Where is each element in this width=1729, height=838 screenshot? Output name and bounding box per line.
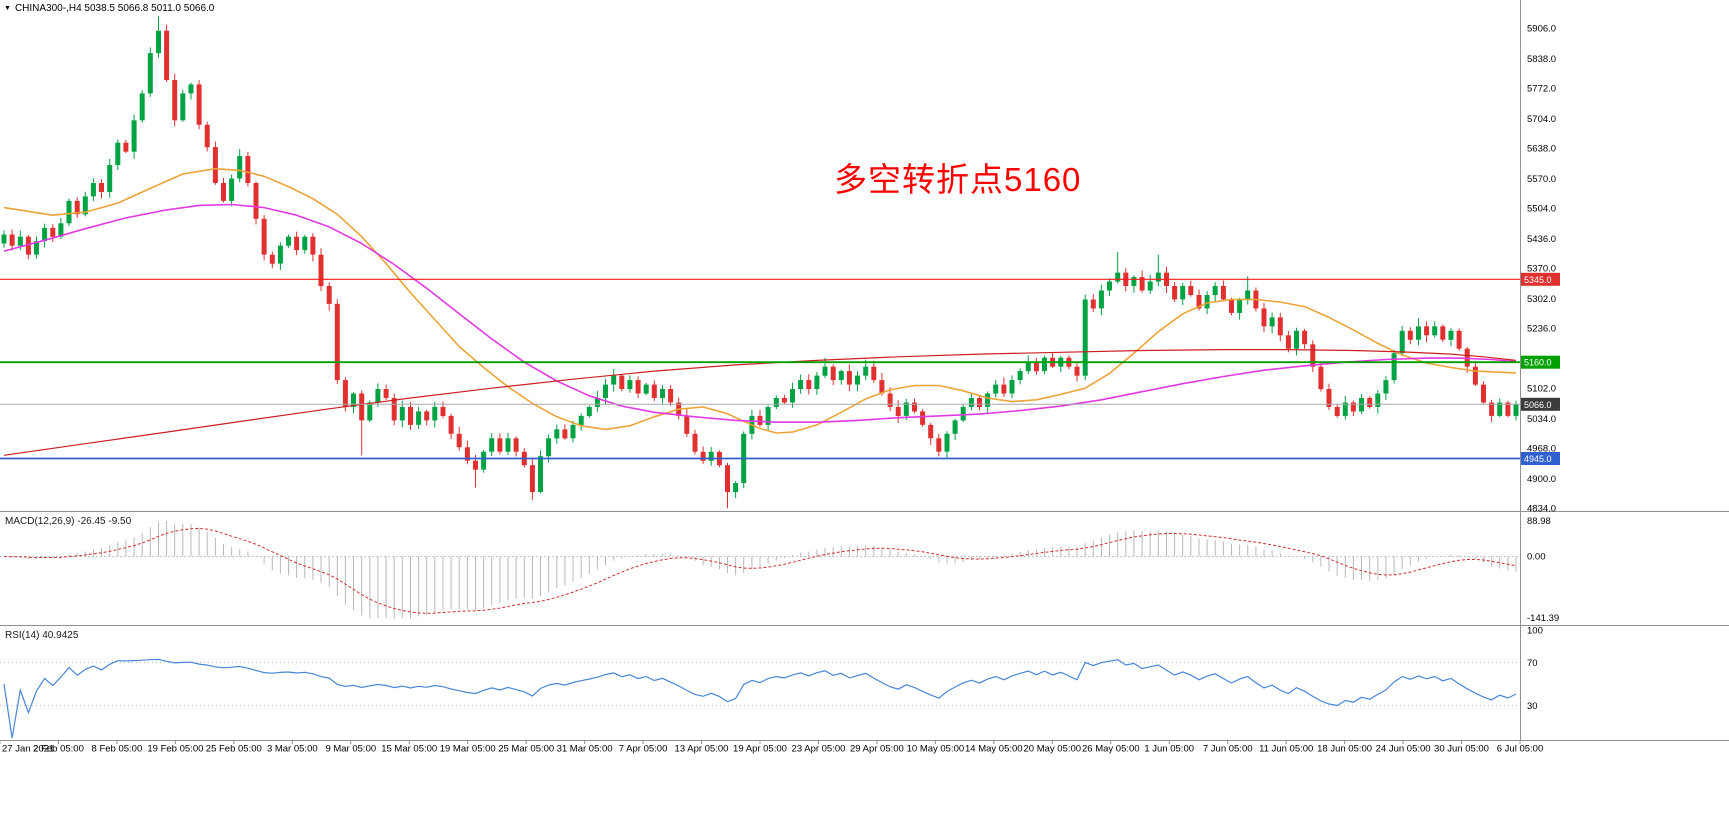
svg-text:11 Jun 05:00: 11 Jun 05:00	[1259, 744, 1313, 755]
panel-separators	[0, 0, 1729, 741]
svg-text:9 Mar 05:00: 9 Mar 05:00	[325, 744, 376, 755]
svg-text:5772.0: 5772.0	[1527, 84, 1556, 95]
svg-text:20 May 05:00: 20 May 05:00	[1024, 744, 1082, 755]
svg-text:19 Mar 05:00: 19 Mar 05:00	[440, 744, 496, 755]
svg-text:5704.0: 5704.0	[1527, 114, 1556, 125]
candles-layer	[1, 16, 1519, 509]
svg-text:30: 30	[1527, 701, 1538, 712]
svg-text:5570.0: 5570.0	[1527, 174, 1556, 185]
chart-annotation-text[interactable]: 多空转折点5160	[834, 161, 1082, 198]
svg-text:7 Jun 05:00: 7 Jun 05:00	[1203, 744, 1253, 755]
svg-text:5838.0: 5838.0	[1527, 54, 1556, 65]
price-axis: 5906.0 5838.0 5772.0 5704.0 5638.0 5570.0 5504…	[1521, 24, 1560, 515]
svg-text:26 May 05:00: 26 May 05:00	[1082, 744, 1140, 755]
rsi-panel: 100 70 30	[0, 626, 1543, 739]
symbol-header: ▼ CHINA300-,H4 5038.5 5066.8 5011.0 5066…	[4, 3, 214, 14]
svg-text:27 Jan 2021: 27 Jan 2021	[2, 744, 54, 755]
svg-text:25 Mar 05:00: 25 Mar 05:00	[498, 744, 554, 755]
svg-text:30 Jun 05:00: 30 Jun 05:00	[1434, 744, 1489, 755]
svg-text:5906.0: 5906.0	[1527, 24, 1556, 35]
svg-text:5302.0: 5302.0	[1527, 294, 1556, 305]
svg-text:5236.0: 5236.0	[1527, 324, 1556, 335]
svg-text:5504.0: 5504.0	[1527, 204, 1556, 215]
svg-text:88.98: 88.98	[1527, 516, 1551, 527]
svg-text:5160.0: 5160.0	[1524, 358, 1552, 368]
svg-text:10 May 05:00: 10 May 05:00	[907, 744, 965, 755]
svg-text:4834.0: 4834.0	[1527, 504, 1556, 515]
svg-text:6 Jul 05:00: 6 Jul 05:00	[1497, 744, 1543, 755]
symbol-ohlc-line: CHINA300-,H4 5038.5 5066.8 5011.0 5066.0	[14, 3, 215, 14]
svg-text:1 Jun 05:00: 1 Jun 05:00	[1144, 744, 1194, 755]
svg-text:23 Apr 05:00: 23 Apr 05:00	[792, 744, 846, 755]
svg-text:13 Apr 05:00: 13 Apr 05:00	[675, 744, 729, 755]
svg-text:100: 100	[1527, 626, 1543, 637]
svg-text:15 Mar 05:00: 15 Mar 05:00	[381, 744, 437, 755]
svg-text:19 Apr 05:00: 19 Apr 05:00	[733, 744, 787, 755]
svg-text:29 Apr 05:00: 29 Apr 05:00	[850, 744, 904, 755]
macd-panel: 88.98 0.00 -141.39	[0, 516, 1559, 624]
svg-text:5638.0: 5638.0	[1527, 144, 1556, 155]
svg-text:70: 70	[1527, 658, 1538, 669]
svg-text:5102.0: 5102.0	[1527, 384, 1556, 395]
svg-text:5034.0: 5034.0	[1527, 414, 1556, 425]
rsi-indicator-label: RSI(14) 40.9425	[5, 630, 79, 641]
svg-text:25 Feb 05:00: 25 Feb 05:00	[206, 744, 262, 755]
svg-text:31 Mar 05:00: 31 Mar 05:00	[557, 744, 613, 755]
ma-mid-magenta	[3, 203, 1517, 424]
svg-text:3 Mar 05:00: 3 Mar 05:00	[267, 744, 318, 755]
svg-text:5370.0: 5370.0	[1527, 264, 1556, 275]
svg-text:-141.39: -141.39	[1527, 613, 1559, 624]
svg-text:5066.0: 5066.0	[1524, 400, 1552, 410]
svg-text:7 Apr 05:00: 7 Apr 05:00	[619, 744, 668, 755]
svg-text:0.00: 0.00	[1527, 552, 1546, 563]
ma-slow-red	[3, 349, 1517, 456]
svg-text:19 Feb 05:00: 19 Feb 05:00	[147, 744, 203, 755]
symbol-dropdown-icon[interactable]: ▼	[4, 4, 11, 12]
svg-text:14 May 05:00: 14 May 05:00	[965, 744, 1023, 755]
svg-text:5345.0: 5345.0	[1524, 275, 1552, 285]
svg-text:8 Feb 05:00: 8 Feb 05:00	[92, 744, 143, 755]
macd-indicator-label: MACD(12,26,9) -26.45 -9.50	[5, 516, 132, 527]
svg-text:4968.0: 4968.0	[1527, 444, 1556, 455]
ma-fast-orange	[3, 167, 1517, 434]
svg-text:24 Jun 05:00: 24 Jun 05:00	[1376, 744, 1431, 755]
svg-text:4900.0: 4900.0	[1527, 474, 1556, 485]
svg-text:5436.0: 5436.0	[1527, 234, 1556, 245]
svg-text:4945.0: 4945.0	[1524, 454, 1552, 464]
svg-text:2 Feb 05:00: 2 Feb 05:00	[33, 744, 84, 755]
svg-text:18 Jun 05:00: 18 Jun 05:00	[1317, 744, 1372, 755]
